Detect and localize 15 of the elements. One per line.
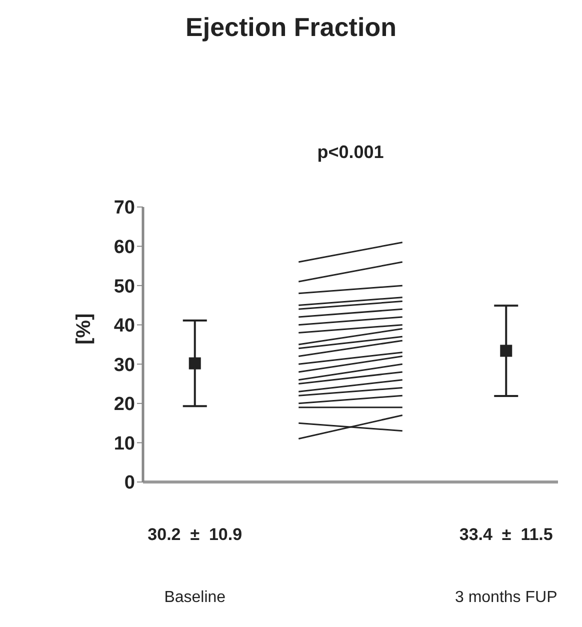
y-tick-label: 0: [124, 472, 135, 494]
x-tick-label: 3 months FUP: [454, 589, 558, 606]
x-tick-label: Baseline: [164, 589, 226, 606]
y-tick-label: 50: [114, 276, 135, 298]
y-tick-label: 20: [114, 394, 135, 416]
data-label: 33.4 ± 11.5: [459, 525, 553, 544]
y-tick-label: 10: [114, 433, 135, 454]
y-tick-label: 40: [114, 316, 135, 337]
chart-title: Ejection Fraction: [184, 12, 398, 43]
y-axis-title: [%]: [73, 313, 96, 344]
y-tick-label: 30: [114, 354, 135, 376]
text: p<0.001: [316, 142, 385, 163]
y-tick-label: 70: [114, 198, 135, 219]
data-label: 30.2 ± 10.9: [148, 525, 242, 544]
y-tick-label: 60: [114, 237, 135, 258]
